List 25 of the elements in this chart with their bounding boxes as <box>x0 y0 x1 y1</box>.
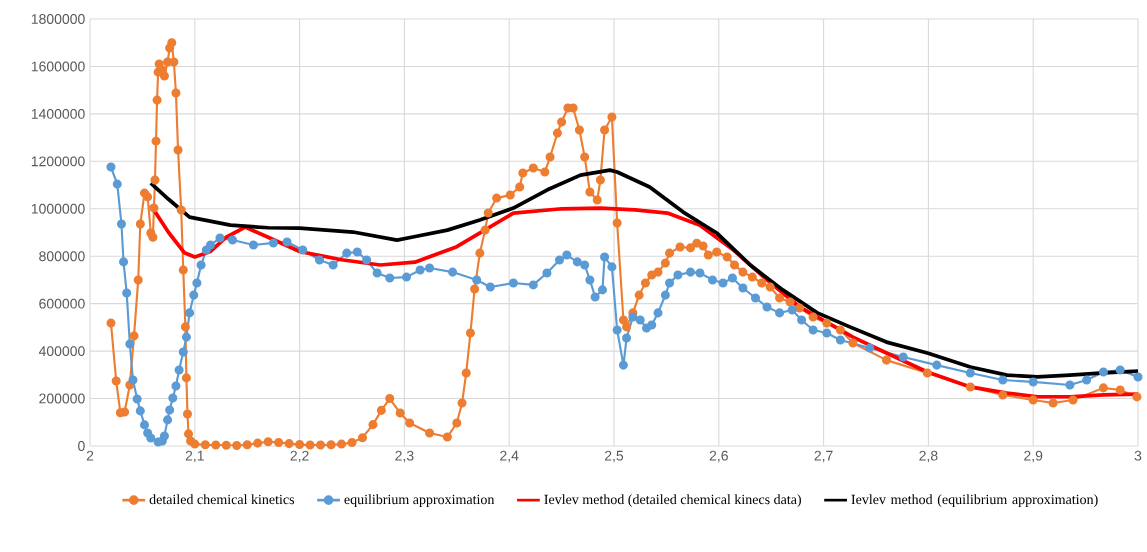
y-tick-label: 1200000 <box>31 156 85 167</box>
y-tick-label: 600000 <box>39 298 85 309</box>
x-tick-label: 2,5 <box>604 450 624 463</box>
legend-label: Ievlev method (equilibrium approximation) <box>851 494 1098 507</box>
y-tick-label: 400000 <box>38 346 85 357</box>
x-tick-label: 2,9 <box>1024 450 1043 463</box>
x-tick-label: 2,2 <box>290 450 309 463</box>
x-tick-label: 2 <box>86 450 94 461</box>
y-tick-label: 1000000 <box>31 203 85 214</box>
y-tick-label: 0 <box>78 441 85 451</box>
y-tick-label: 800000 <box>39 251 85 262</box>
y-tick-label: 1400000 <box>31 108 85 119</box>
x-tick-label: 2,4 <box>500 450 519 463</box>
x-tick-label: 2,1 <box>185 450 204 463</box>
x-tick-label: 2,7 <box>814 450 833 463</box>
y-tick-label: 1800000 <box>31 14 85 24</box>
x-tick-label: 2,8 <box>919 450 938 463</box>
x-tick-label: 2,3 <box>395 450 414 463</box>
y-tick-label: 200000 <box>39 393 85 404</box>
x-tick-label: 2,6 <box>709 450 728 463</box>
legend-label: equilibrium approximation <box>344 494 495 507</box>
x-tick-label: 3 <box>1134 450 1142 461</box>
legend-label: detailed chemical kinetics <box>149 494 295 505</box>
legend-label: Ievlev method (detailed chemical kinecs data) <box>544 494 801 507</box>
y-tick-label: 1600000 <box>31 61 85 72</box>
